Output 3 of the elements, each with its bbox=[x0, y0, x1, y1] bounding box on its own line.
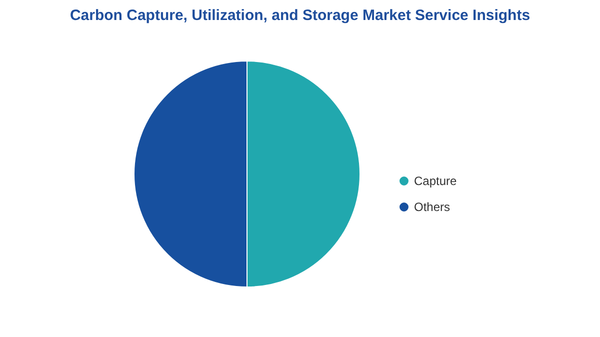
legend-label: Capture bbox=[414, 174, 458, 188]
chart-title: Carbon Capture, Utilization, and Storage Market Service Insights bbox=[70, 7, 530, 24]
legend-label: Others bbox=[414, 200, 450, 214]
